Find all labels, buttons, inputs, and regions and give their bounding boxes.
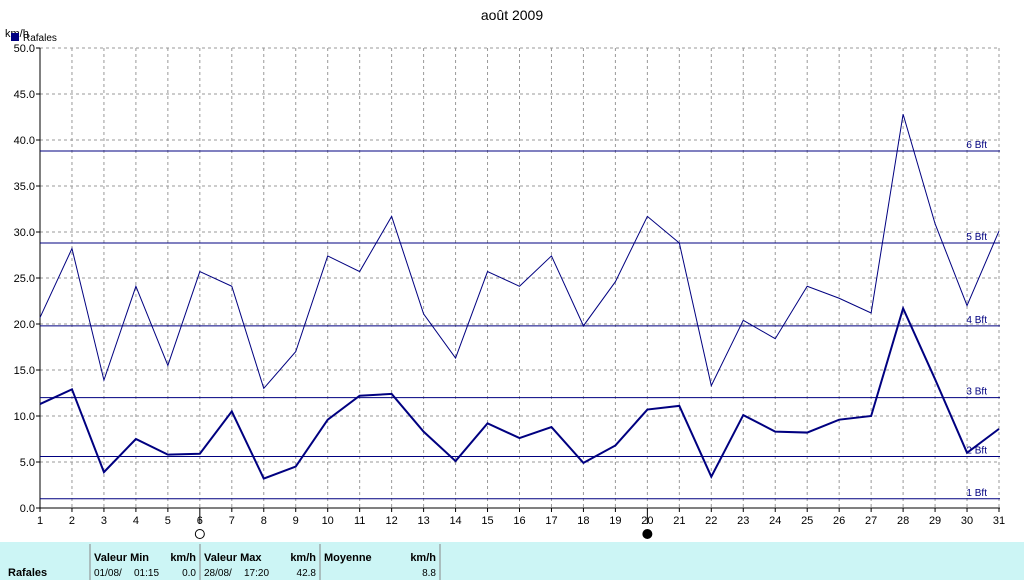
series-line [39, 305, 1000, 480]
x-tick-label: 22 [705, 515, 717, 527]
x-tick-label: 16 [513, 515, 525, 527]
x-tick-label: 9 [293, 515, 299, 527]
cell-value: 0.0 [182, 568, 196, 579]
x-tick-label: 27 [865, 515, 877, 527]
x-tick-label: 21 [673, 515, 685, 527]
x-tick-label: 11 [354, 515, 365, 527]
cell-time: 01:15 [134, 568, 159, 579]
x-tick-label: 7 [229, 515, 235, 527]
y-tick-label: 50.0 [14, 43, 35, 55]
y-tick-label: 20.0 [14, 319, 35, 331]
x-tick-label: 10 [322, 515, 334, 527]
x-tick-label: 26 [833, 515, 845, 527]
beaufort-label: 1 Bft [966, 488, 987, 499]
x-tick-label: 18 [577, 515, 589, 527]
x-tick-label: 14 [449, 515, 461, 527]
beaufort-label: 2 Bft [966, 445, 987, 456]
y-tick-label: 15.0 [14, 365, 35, 377]
legend-swatch [11, 33, 19, 41]
column-header: Valeur Min [94, 552, 149, 564]
x-tick-label: 3 [101, 515, 107, 527]
y-tick-label: 30.0 [14, 227, 35, 239]
x-tick-label: 19 [609, 515, 621, 527]
x-tick-label: 5 [165, 515, 171, 527]
moon-new [642, 529, 653, 539]
x-tick-label: 29 [929, 515, 941, 527]
x-tick-label: 17 [545, 515, 557, 527]
column-unit: km/h [290, 552, 316, 564]
x-tick-label: 12 [386, 515, 398, 527]
chart-title: août 2009 [481, 7, 543, 23]
y-tick-label: 40.0 [14, 135, 35, 147]
cell-date: 01/08/ [94, 568, 122, 579]
y-tick-label: 35.0 [14, 181, 35, 193]
cell-time: 17:20 [244, 568, 269, 579]
x-tick-label: 13 [417, 515, 429, 527]
column-unit: km/h [410, 552, 436, 564]
column-header: Moyenne [324, 552, 372, 564]
x-tick-label: 4 [133, 515, 139, 527]
x-tick-label: 25 [801, 515, 813, 527]
summary-panel [0, 542, 1024, 580]
row-label: Rafales [8, 567, 47, 579]
y-tick-label: 0.0 [20, 503, 35, 515]
x-tick-label: 31 [993, 515, 1005, 527]
legend-label: Rafales [23, 33, 57, 44]
y-tick-label: 10.0 [14, 411, 35, 423]
x-tick-label: 30 [961, 515, 973, 527]
beaufort-label: 5 Bft [966, 232, 987, 243]
x-tick-label: 28 [897, 515, 909, 527]
cell-value: 42.8 [297, 568, 317, 579]
x-tick-label: 15 [481, 515, 493, 527]
y-tick-label: 5.0 [20, 457, 35, 469]
x-tick-label: 1 [37, 515, 43, 527]
y-tick-label: 45.0 [14, 89, 35, 101]
moon-full [194, 529, 205, 539]
cell-date: 28/08/ [204, 568, 232, 579]
x-tick-label: 2 [69, 515, 75, 527]
beaufort-label: 6 Bft [966, 140, 987, 151]
beaufort-label: 3 Bft [966, 387, 987, 398]
y-tick-label: 25.0 [14, 273, 35, 285]
column-unit: km/h [170, 552, 196, 564]
plot-area: 0.0 5.0 10.0 15.0 20.0 25.0 30.0 35.0 40.0 45.0 50… [14, 43, 1005, 539]
column-header: Valeur Max [204, 552, 262, 564]
x-tick-label: 23 [737, 515, 749, 527]
x-tick-label: 24 [769, 515, 781, 527]
beaufort-label: 4 Bft [966, 315, 987, 326]
series-line [39, 114, 1000, 390]
x-tick-label: 8 [261, 515, 267, 527]
summary-table: Rafales Valeur Min km/h 01/08/01:15 0.0 Valeu… [8, 544, 441, 580]
cell-value: 8.8 [422, 568, 436, 579]
